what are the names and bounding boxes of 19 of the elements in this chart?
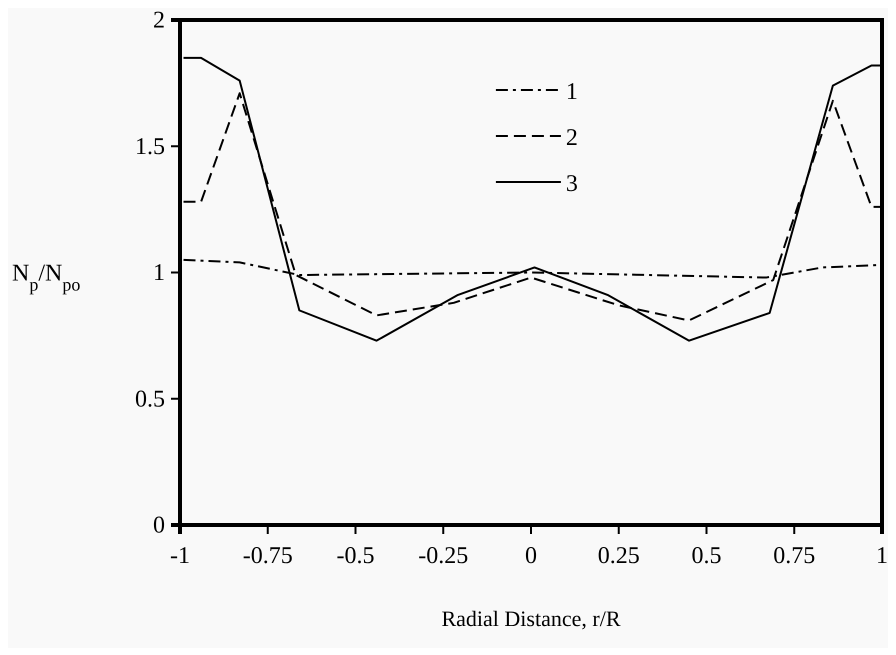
legend-label: 3 (566, 171, 578, 197)
x-axis-title: Radial Distance, r/R (441, 606, 621, 631)
legend-label: 2 (566, 125, 578, 151)
legend-label: 1 (566, 79, 578, 105)
y-tick-label: 1.5 (135, 134, 165, 160)
x-tick-label: -0.75 (242, 543, 293, 570)
y-tick-label: 1 (153, 260, 165, 286)
x-tick-label: 0.5 (692, 543, 722, 570)
y-tick-label: 0.5 (135, 386, 165, 412)
y-tick-label: 0 (153, 512, 165, 539)
y-tick-label: 2 (153, 8, 165, 34)
y-axis-title: N$_{p}$/N$_{po}$ (12, 260, 80, 294)
x-tick-label: -1 (170, 543, 190, 570)
x-tick-label: 0 (525, 543, 537, 570)
x-tick-label: 1 (876, 543, 888, 570)
x-tick-label: 0.25 (598, 543, 640, 570)
x-tick-label: -0.5 (336, 543, 374, 570)
x-tick-label: 0.75 (773, 543, 816, 570)
x-tick-label: -0.25 (418, 543, 468, 570)
